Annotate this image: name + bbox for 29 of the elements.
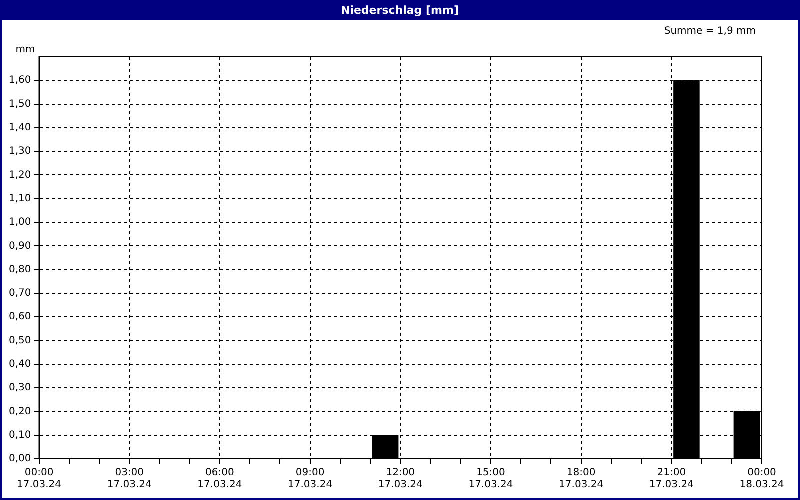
x-tick-label: 00:00 17.03.24 [17, 468, 62, 491]
y-tick-label: 0,50 [9, 335, 32, 346]
y-tick-label: 0,40 [9, 359, 32, 370]
x-tick-label: 09:00 17.03.24 [288, 468, 333, 491]
y-tick-label: 0,30 [9, 382, 32, 394]
x-tick-label: 03:00 17.03.24 [107, 468, 152, 491]
y-axis-title: mm [16, 44, 36, 56]
x-tick-label: 21:00 17.03.24 [649, 468, 694, 491]
y-tick-label: 1,00 [9, 217, 32, 228]
y-tick-label: 0,10 [9, 430, 32, 441]
x-tick-label: 06:00 17.03.24 [198, 468, 242, 491]
x-tick-label: 18:00 17.03.24 [559, 468, 604, 491]
y-tick-label: 1,40 [9, 122, 32, 134]
y-tick-label: 0,60 [9, 312, 32, 323]
y-tick-label: 0,70 [9, 288, 32, 300]
x-tick-label: 12:00 17.03.24 [378, 468, 423, 491]
chart-title: Niederschlag [mm] [2, 2, 798, 20]
y-tick-label: 1,30 [9, 146, 32, 158]
y-tick-label: 0,80 [9, 264, 32, 276]
y-tick-label: 0,00 [9, 454, 32, 465]
x-tick-label: 15:00 17.03.24 [468, 468, 514, 491]
y-tick-label: 1,50 [9, 98, 32, 110]
y-tick-label: 1,10 [9, 193, 32, 204]
y-tick-label: 0,20 [9, 406, 32, 418]
y-tick-label: 1,20 [9, 170, 32, 181]
y-tick-label: 0,90 [9, 240, 32, 252]
y-tick-label: 1,60 [9, 75, 32, 86]
x-tick-label: 00:00 18.03.24 [740, 468, 784, 491]
text: Summe = 1,9 mm [664, 26, 756, 37]
